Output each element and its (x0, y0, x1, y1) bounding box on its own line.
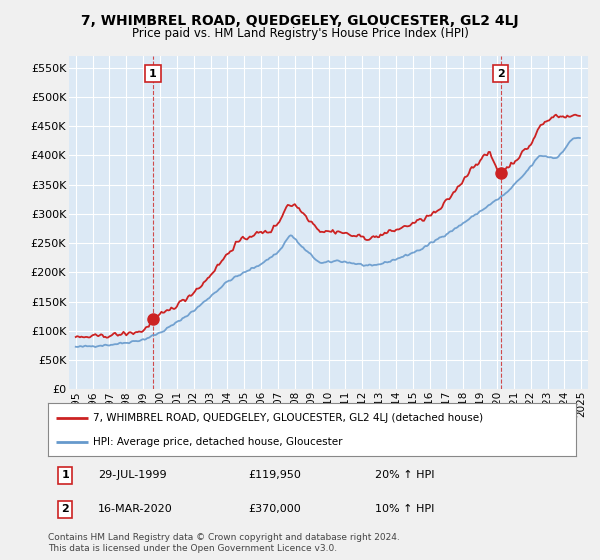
Text: HPI: Average price, detached house, Gloucester: HPI: Average price, detached house, Glou… (93, 437, 343, 447)
Text: 29-JUL-1999: 29-JUL-1999 (98, 470, 167, 480)
Text: £119,950: £119,950 (248, 470, 302, 480)
Text: Price paid vs. HM Land Registry's House Price Index (HPI): Price paid vs. HM Land Registry's House … (131, 27, 469, 40)
Text: 20% ↑ HPI: 20% ↑ HPI (376, 470, 435, 480)
Text: 7, WHIMBREL ROAD, QUEDGELEY, GLOUCESTER, GL2 4LJ: 7, WHIMBREL ROAD, QUEDGELEY, GLOUCESTER,… (81, 14, 519, 28)
Text: 1: 1 (61, 470, 69, 480)
Text: 10% ↑ HPI: 10% ↑ HPI (376, 505, 435, 515)
Text: 2: 2 (61, 505, 69, 515)
Text: 16-MAR-2020: 16-MAR-2020 (98, 505, 173, 515)
Text: 2: 2 (497, 68, 505, 78)
Text: 1: 1 (149, 68, 157, 78)
Text: Contains HM Land Registry data © Crown copyright and database right 2024.
This d: Contains HM Land Registry data © Crown c… (48, 533, 400, 553)
Text: £370,000: £370,000 (248, 505, 301, 515)
Text: 7, WHIMBREL ROAD, QUEDGELEY, GLOUCESTER, GL2 4LJ (detached house): 7, WHIMBREL ROAD, QUEDGELEY, GLOUCESTER,… (93, 413, 483, 423)
